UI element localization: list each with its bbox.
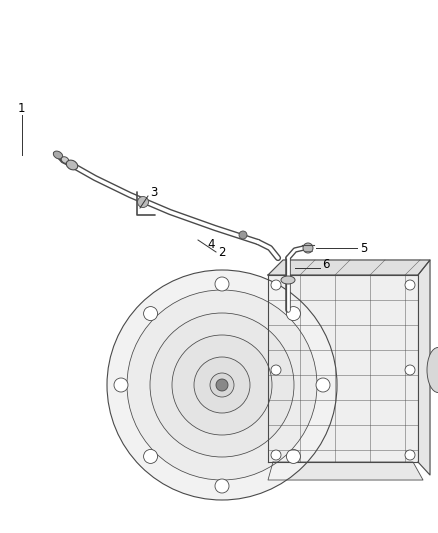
Text: 5: 5 xyxy=(360,241,367,254)
Circle shape xyxy=(138,197,148,207)
Circle shape xyxy=(271,450,281,460)
Circle shape xyxy=(303,243,313,253)
Circle shape xyxy=(405,280,415,290)
Circle shape xyxy=(172,335,272,435)
Circle shape xyxy=(144,306,158,320)
Circle shape xyxy=(405,365,415,375)
Circle shape xyxy=(271,280,281,290)
Circle shape xyxy=(107,270,337,500)
Polygon shape xyxy=(268,260,430,275)
Ellipse shape xyxy=(61,157,69,163)
Text: 3: 3 xyxy=(150,187,157,199)
Circle shape xyxy=(210,373,234,397)
Circle shape xyxy=(316,378,330,392)
Circle shape xyxy=(405,450,415,460)
Ellipse shape xyxy=(427,348,438,392)
Polygon shape xyxy=(418,260,430,475)
Ellipse shape xyxy=(53,151,63,159)
Circle shape xyxy=(144,449,158,463)
Circle shape xyxy=(150,313,294,457)
Ellipse shape xyxy=(281,276,295,284)
Ellipse shape xyxy=(66,160,78,170)
Circle shape xyxy=(216,379,228,391)
Circle shape xyxy=(215,479,229,493)
Circle shape xyxy=(271,365,281,375)
Circle shape xyxy=(114,378,128,392)
Polygon shape xyxy=(268,462,423,480)
Circle shape xyxy=(127,290,317,480)
Text: 6: 6 xyxy=(322,259,329,271)
Circle shape xyxy=(194,357,250,413)
Circle shape xyxy=(239,231,247,239)
Circle shape xyxy=(286,449,300,463)
Polygon shape xyxy=(268,275,418,462)
Text: 1: 1 xyxy=(18,101,25,115)
Text: 4: 4 xyxy=(208,238,215,252)
Circle shape xyxy=(215,277,229,291)
Text: 2: 2 xyxy=(218,246,226,259)
Circle shape xyxy=(286,306,300,320)
